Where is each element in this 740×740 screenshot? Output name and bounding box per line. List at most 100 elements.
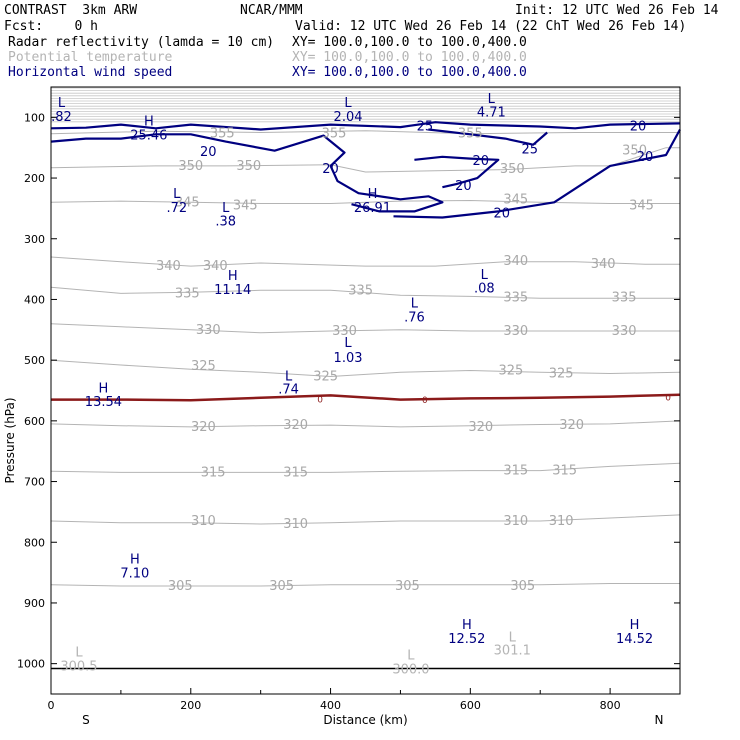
extremum-value: .08 (474, 281, 495, 296)
extremum-low-marker: L (173, 187, 181, 202)
x-end-label-north: N (655, 713, 664, 727)
extremum-value: 14.52 (616, 632, 653, 647)
series-theta_330 (51, 324, 680, 333)
theta-contour-label: 310 (283, 517, 308, 532)
y-tick-label: 600 (24, 415, 45, 428)
radar-contour-label: 0 (665, 394, 671, 404)
extremum-high-marker: H (228, 269, 238, 284)
extremum-high-marker: H (368, 187, 378, 202)
x-tick-label: 600 (460, 699, 481, 712)
extremum-high-marker: H (630, 618, 640, 633)
extremum-value: .38 (215, 215, 236, 230)
series-radar_0 (51, 395, 680, 401)
series-theta_350 (51, 148, 680, 172)
theta-contour-label: 315 (552, 464, 577, 479)
x-tick-label: 400 (320, 699, 341, 712)
theta-contour-label: 320 (559, 418, 584, 433)
theta-contour-label: 350 (178, 159, 203, 174)
extremum-low-marker: L (411, 296, 419, 311)
x-tick-label: 0 (48, 699, 55, 712)
wind-contour-label: 20 (200, 145, 217, 160)
theta-contour-label: 350 (500, 162, 525, 177)
wind-contour-label: 25 (521, 143, 538, 158)
extremum-value: 11.14 (214, 283, 251, 298)
series-theta_325 (51, 360, 680, 376)
y-tick-label: 100 (24, 111, 45, 124)
y-tick-label: 400 (24, 293, 45, 306)
extremum-value: 301.1 (494, 644, 531, 659)
extremum-value: 300.5 (60, 659, 97, 674)
y-tick-label: 700 (24, 476, 45, 489)
extremum-value: 7.10 (120, 567, 149, 582)
theta-contour-label: 310 (191, 514, 216, 529)
theta-contour-label: 315 (283, 465, 308, 480)
wind-contour-label: 20 (473, 154, 490, 169)
y-tick-label: 300 (24, 233, 45, 246)
theta-contour-label: 345 (629, 198, 654, 213)
y-tick-label: 500 (24, 354, 45, 367)
series-theta_305 (51, 584, 680, 587)
cross-section-chart: 10020030040050060070080090010000 200 400 60… (0, 0, 740, 740)
theta-contour-label: 320 (191, 420, 216, 435)
series-theta_320 (51, 421, 680, 427)
extremum-low-marker: L (344, 336, 352, 351)
theta-contour-label: 345 (233, 198, 258, 213)
extremum-high-marker: H (130, 553, 140, 568)
theta-contour-label: 345 (503, 192, 528, 207)
x-tick-label: 800 (600, 699, 621, 712)
x-end-label-south: S (82, 713, 90, 727)
extremum-value: 1.03 (334, 351, 363, 366)
theta-contour-label: 305 (510, 579, 535, 594)
theta-contour-label: 325 (549, 367, 574, 382)
extremum-low-marker: L (75, 646, 83, 661)
extremum-value: 13.54 (85, 395, 122, 410)
extremum-low-marker: L (407, 649, 415, 664)
theta-contour-label: 310 (549, 514, 574, 529)
series-theta_310 (51, 515, 680, 524)
theta-contour-label: 315 (201, 465, 226, 480)
radar-contour-label: 0 (422, 396, 428, 406)
extremum-high-marker: H (462, 618, 472, 633)
theta-contour-label: 315 (503, 464, 528, 479)
theta-contour-label: 305 (395, 579, 420, 594)
extremum-value: .74 (278, 383, 299, 398)
extremum-low-marker: L (58, 96, 66, 111)
radar-contour-label: 0 (317, 395, 323, 405)
theta-contour-label: 320 (283, 418, 308, 433)
theta-contour-label: 335 (612, 291, 637, 306)
y-tick-label: 800 (24, 536, 45, 549)
extremum-value: 300.0 (392, 663, 429, 678)
theta-contour-label: 355 (210, 127, 235, 142)
extremum-low-marker: L (344, 96, 352, 111)
extremum-value: 26.91 (354, 201, 391, 216)
extremum-value: 4.71 (477, 105, 506, 120)
wind-contour-label: 20 (637, 150, 654, 165)
theta-contour-label: 340 (503, 254, 528, 269)
y-tick-label: 1000 (17, 658, 45, 671)
wind-contour-label: 20 (322, 162, 339, 177)
extremum-value: 2.04 (334, 110, 363, 125)
theta-contour-label: 335 (503, 291, 528, 306)
theta-contour-label: 350 (236, 159, 261, 174)
plot-frame (51, 87, 680, 694)
theta-contour-label: 340 (591, 257, 616, 272)
x-axis-title: Distance (km) (323, 713, 407, 727)
series-theta_315 (51, 463, 680, 472)
theta-contour-label: 330 (612, 324, 637, 339)
theta-contour-label: 325 (313, 370, 338, 385)
theta-contour-label: 330 (503, 324, 528, 339)
theta-contour-label: 320 (468, 420, 493, 435)
extremum-value: .82 (51, 110, 72, 125)
x-tick-label: 200 (180, 699, 201, 712)
wind-contour-label: 20 (494, 206, 511, 221)
extremum-high-marker: H (144, 114, 154, 129)
theta-contour-label: 310 (503, 514, 528, 529)
theta-contour-label: 355 (458, 127, 483, 142)
wind-contour-label: 20 (630, 119, 647, 134)
extremum-value: 25.46 (130, 128, 167, 143)
y-axis-title: Pressure (hPa) (3, 397, 17, 483)
wind-contour-label: 25 (417, 119, 434, 134)
theta-contour-label: 355 (322, 127, 347, 142)
y-tick-label: 900 (24, 597, 45, 610)
extremum-value: 12.52 (448, 632, 485, 647)
